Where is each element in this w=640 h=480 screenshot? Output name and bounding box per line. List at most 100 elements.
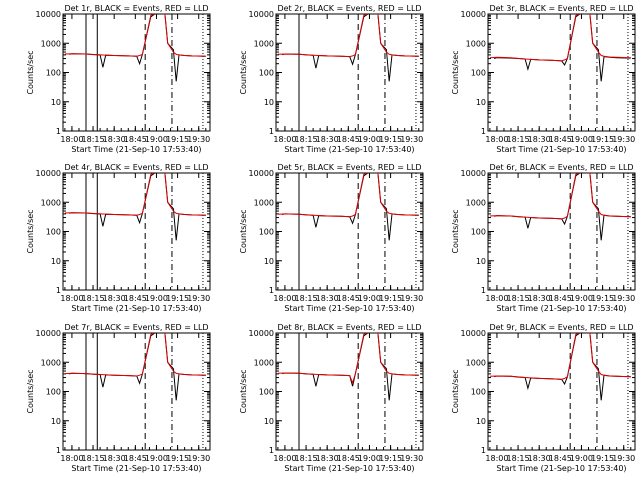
- y-tick-label: 10: [264, 417, 274, 426]
- x-tick-label: 19:00: [358, 135, 381, 144]
- y-axis-label: Counts/sec: [451, 369, 460, 413]
- x-tick-label: 18:00: [273, 135, 296, 144]
- x-tick-label: 19:00: [358, 454, 381, 463]
- x-tick-label: 18:15: [507, 294, 530, 303]
- x-tick-label: 19:00: [145, 454, 168, 463]
- y-tick-label: 1: [481, 286, 486, 295]
- x-tick-label: 19:30: [400, 135, 423, 144]
- y-tick-label: 10: [264, 98, 274, 107]
- y-tick-label: 1000: [254, 198, 274, 207]
- y-tick-label: 100: [259, 69, 274, 78]
- x-tick-label: 18:45: [549, 135, 572, 144]
- x-axis-label: Start Time (21-Sep-10 17:53:40): [496, 145, 626, 154]
- lld-series-line: [489, 173, 631, 220]
- x-tick-label: 19:30: [400, 294, 423, 303]
- x-tick-label: 18:15: [82, 454, 105, 463]
- x-tick-label: 19:15: [166, 454, 189, 463]
- x-tick-label: 18:45: [124, 454, 147, 463]
- panel-title: Det 9r, BLACK = Events, RED = LLD: [489, 323, 633, 332]
- y-tick-label: 10: [51, 257, 61, 266]
- y-tick-label: 1000: [254, 358, 274, 367]
- y-tick-label: 100: [46, 228, 61, 237]
- detector-panel: 1 10 100 1000 10000 18:0018:1518:3018:4519:00…: [451, 4, 636, 154]
- y-axis-label: Counts/sec: [239, 50, 248, 94]
- x-tick-label: 19:00: [145, 294, 168, 303]
- x-tick-label: 18:30: [528, 454, 551, 463]
- detector-panel: 1 10 100 1000 10000 18:0018:1518:3018:4519:00…: [451, 163, 636, 313]
- x-tick-label: 18:15: [507, 454, 530, 463]
- y-tick-label: 10000: [461, 10, 486, 19]
- x-axis-label: Start Time (21-Sep-10 17:53:40): [496, 464, 626, 473]
- plot-frame: [62, 172, 211, 291]
- x-axis-label: Start Time (21-Sep-10 17:53:40): [71, 464, 201, 473]
- y-axis-label: Counts/sec: [26, 50, 35, 94]
- lld-series-line: [64, 333, 206, 377]
- detector-panel: 1 10 100 1000 10000 18:0018:1518:3018:4519:00…: [26, 323, 211, 473]
- x-tick-label: 18:30: [528, 135, 551, 144]
- y-axis-label: Counts/sec: [26, 209, 35, 253]
- x-tick-label: 18:30: [103, 454, 126, 463]
- x-tick-label: 18:30: [103, 294, 126, 303]
- y-tick-label: 1: [269, 286, 274, 295]
- x-axis-label: Start Time (21-Sep-10 17:53:40): [284, 145, 414, 154]
- x-tick-label: 19:15: [591, 454, 614, 463]
- x-tick-label: 19:00: [145, 135, 168, 144]
- lld-series-line: [277, 14, 419, 58]
- y-tick-label: 10: [264, 257, 274, 266]
- x-tick-label: 18:00: [60, 135, 83, 144]
- x-tick-label: 19:15: [591, 294, 614, 303]
- x-tick-label: 18:00: [485, 135, 508, 144]
- panel-title: Det 1r, BLACK = Events, RED = LLD: [64, 4, 208, 13]
- panel-title: Det 3r, BLACK = Events, RED = LLD: [489, 4, 633, 13]
- panel-title: Det 8r, BLACK = Events, RED = LLD: [277, 323, 421, 332]
- y-tick-label: 1: [56, 127, 61, 136]
- panel-title: Det 7r, BLACK = Events, RED = LLD: [64, 323, 208, 332]
- x-tick-label: 19:15: [166, 135, 189, 144]
- y-tick-label: 10: [476, 417, 486, 426]
- x-tick-label: 18:45: [124, 294, 147, 303]
- lld-series-line: [489, 14, 631, 62]
- events-series-line: [68, 173, 206, 241]
- y-tick-label: 10: [476, 98, 486, 107]
- lld-series-line: [64, 14, 206, 57]
- plot-frame: [62, 13, 211, 132]
- y-tick-label: 1: [56, 446, 61, 455]
- x-tick-label: 18:45: [337, 135, 360, 144]
- x-tick-label: 19:15: [166, 294, 189, 303]
- y-tick-label: 10000: [249, 329, 274, 338]
- y-tick-label: 1000: [254, 39, 274, 48]
- x-tick-label: 19:00: [570, 294, 593, 303]
- y-tick-label: 1000: [466, 39, 486, 48]
- x-tick-label: 19:30: [187, 135, 210, 144]
- y-tick-label: 10000: [461, 169, 486, 178]
- detector-panel: 1 10 100 1000 10000 18:0018:1518:3018:4519:00…: [451, 323, 636, 473]
- x-tick-label: 18:45: [337, 294, 360, 303]
- x-tick-label: 19:30: [612, 294, 635, 303]
- y-tick-label: 10: [476, 257, 486, 266]
- y-axis-label: Counts/sec: [451, 50, 460, 94]
- y-tick-label: 100: [471, 388, 486, 397]
- events-series-line: [281, 333, 419, 401]
- x-tick-label: 18:30: [528, 294, 551, 303]
- y-tick-label: 10000: [36, 329, 61, 338]
- x-tick-label: 18:15: [295, 454, 318, 463]
- panel-title: Det 4r, BLACK = Events, RED = LLD: [64, 163, 208, 172]
- x-tick-label: 19:15: [379, 454, 402, 463]
- y-tick-label: 100: [46, 69, 61, 78]
- y-tick-label: 1: [56, 286, 61, 295]
- x-tick-label: 18:45: [124, 135, 147, 144]
- x-tick-label: 18:30: [316, 294, 339, 303]
- y-tick-label: 1: [269, 446, 274, 455]
- x-axis-label: Start Time (21-Sep-10 17:53:40): [496, 304, 626, 313]
- y-tick-label: 1: [481, 127, 486, 136]
- x-tick-label: 18:00: [60, 294, 83, 303]
- y-axis-label: Counts/sec: [451, 209, 460, 253]
- y-tick-label: 1: [269, 127, 274, 136]
- x-tick-label: 19:00: [358, 294, 381, 303]
- x-tick-label: 18:30: [316, 454, 339, 463]
- lld-series-line: [277, 173, 419, 218]
- x-tick-label: 18:00: [60, 454, 83, 463]
- x-tick-label: 18:30: [316, 135, 339, 144]
- panel-title: Det 6r, BLACK = Events, RED = LLD: [489, 163, 633, 172]
